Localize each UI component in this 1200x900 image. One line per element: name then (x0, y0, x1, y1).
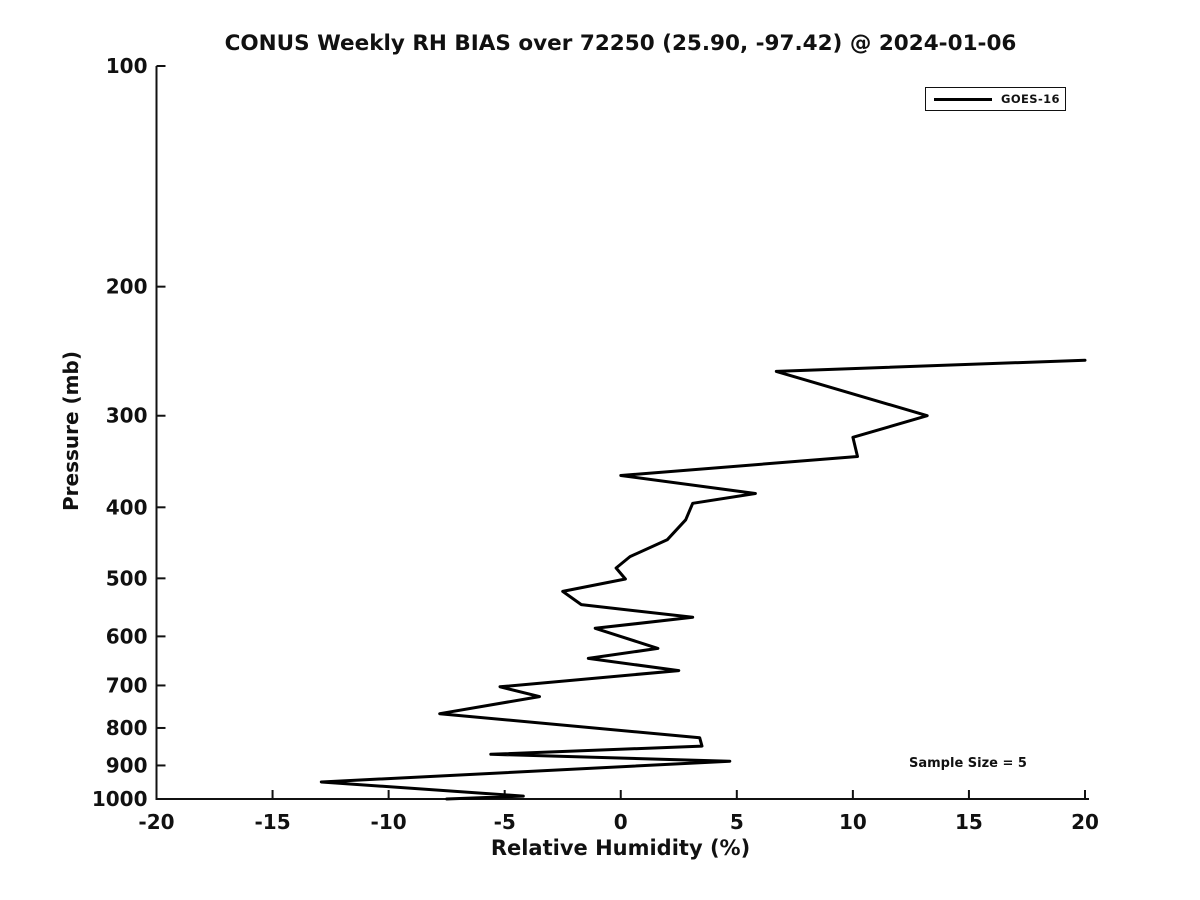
y-tick-label: 500 (106, 566, 148, 590)
x-tick-label: -15 (254, 810, 290, 834)
x-tick-label: 15 (955, 810, 983, 834)
x-tick-label: 5 (730, 810, 744, 834)
y-tick-label: 400 (106, 495, 148, 519)
y-tick-label: 1000 (92, 787, 148, 811)
y-tick-label: 900 (106, 753, 148, 777)
x-tick-label: 20 (1071, 810, 1099, 834)
goes16-bias-line (319, 358, 1087, 801)
x-axis-label: Relative Humidity (%) (490, 836, 751, 860)
y-tick-label: 800 (106, 716, 148, 740)
y-tick-label: 300 (106, 404, 148, 428)
goes16-line-swatch (934, 97, 992, 101)
x-tick-label: -10 (371, 810, 407, 834)
chart-title: CONUS Weekly RH BIAS over 72250 (25.90, … (224, 31, 1017, 56)
x-tick-label: -5 (494, 810, 516, 834)
legend-label: GOES-16 (1001, 92, 1060, 106)
y-tick-label: 100 (106, 54, 148, 78)
x-tick-label: -20 (138, 810, 174, 834)
y-tick-label: 600 (106, 624, 148, 648)
legend: GOES-16 (925, 87, 1066, 111)
x-tick-label: 0 (614, 810, 628, 834)
y-tick-label: 700 (106, 673, 148, 697)
y-tick-label: 200 (106, 275, 148, 299)
x-tick-label: 10 (839, 810, 867, 834)
sample-size-annotation: Sample Size = 5 (909, 756, 1027, 771)
